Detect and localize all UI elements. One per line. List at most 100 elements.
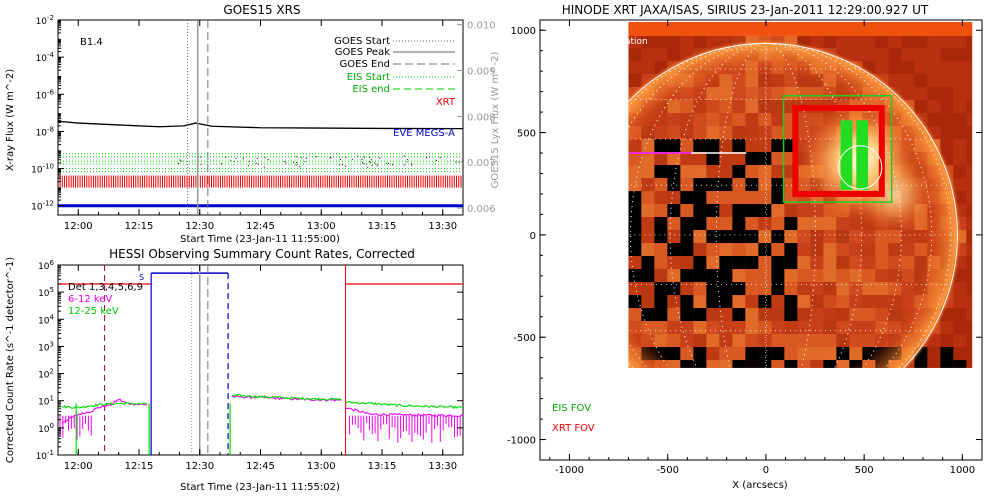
xrt-image-pixel	[888, 61, 902, 75]
hessi-y-tick-label: 101	[38, 395, 54, 408]
xrt-image-pixel	[927, 100, 941, 114]
xrt-image-pixel	[901, 48, 915, 62]
legend-xrt: XRT	[436, 97, 456, 108]
hessi-y-tick-label: 102	[38, 368, 54, 381]
xrt-image-pixel	[667, 35, 681, 49]
goes-short-point	[403, 155, 405, 157]
xrt-x-tick-label: -500	[656, 465, 679, 476]
xrt-image-pixel	[849, 48, 863, 62]
goes-short-point	[361, 159, 363, 161]
goes-short-point	[255, 162, 257, 164]
goes-short-point	[345, 157, 347, 159]
xrt-image-pixel	[693, 35, 707, 49]
xrt-image-pixel	[914, 74, 928, 88]
hessi-y-tick-label: 10-1	[36, 449, 54, 462]
goes-short-point	[263, 166, 265, 168]
xrt-image-pixel	[966, 61, 973, 75]
xrt-image	[628, 22, 973, 368]
hessi-y-tick-label: 100	[38, 422, 54, 435]
xrt-image-pixel	[836, 35, 850, 49]
xrt-image-pixel	[706, 35, 720, 49]
goes-short-point	[364, 156, 366, 158]
hessi-xlabel: Start Time (23-Jan-11 11:55:02)	[180, 482, 340, 493]
goes-short-point	[315, 156, 317, 158]
goes-short-point	[379, 157, 381, 159]
hessi-panel: HESSI Observing Summary Count Rates, Cor…	[5, 247, 464, 493]
goes-short-point	[179, 159, 181, 161]
xrt-image-pixel	[953, 308, 967, 322]
eis-slit-raster	[856, 120, 869, 190]
xrt-image-pixel	[966, 139, 973, 153]
xrt-image-pixel	[888, 74, 902, 88]
xrt-image-pixel	[888, 48, 902, 62]
xrt-image-pixel	[875, 61, 889, 75]
goes-short-point	[285, 162, 287, 164]
xrt-image-pixel	[953, 334, 967, 348]
xrt-corner-label: cation	[620, 37, 648, 47]
xrt-image-pixel	[628, 48, 642, 62]
xrt-image-pixel	[875, 48, 889, 62]
goes-short-point	[357, 155, 359, 157]
goes-short-point	[296, 161, 298, 163]
goes-short-point	[178, 163, 180, 165]
eis-fov-box	[782, 94, 893, 203]
goes-short-point	[304, 161, 306, 163]
goes-short-point	[425, 157, 427, 159]
xrt-image-pixel	[628, 61, 642, 75]
goes-x-tick-label: 12:00	[64, 221, 93, 232]
xrt-image-pixel	[940, 347, 954, 361]
xrt-image-pixel	[966, 178, 973, 192]
xrt-image-pixel	[966, 113, 973, 127]
goes-short-point	[368, 161, 370, 163]
xrt-image-pixel	[966, 165, 973, 179]
xrt-image-pixel	[927, 74, 941, 88]
goes-y2-tick-label: 0.007	[467, 158, 496, 169]
goes-short-point	[342, 164, 344, 166]
xrt-image-pixel	[862, 35, 876, 49]
xrt-image-pixel	[953, 347, 967, 361]
goes-short-point	[455, 161, 457, 163]
xrt-image-pixel	[927, 360, 941, 368]
goes-y2-tick-label: 0.009	[467, 66, 496, 77]
goes-y-tick-label: 10-12	[31, 200, 54, 213]
xrt-image-pixel	[966, 74, 973, 88]
xrt-y-tick-label: 500	[517, 129, 536, 140]
goes-y2-tick-label: 0.008	[467, 112, 496, 123]
goes-short-point	[181, 160, 183, 162]
goes-x-tick-label: 12:15	[125, 221, 154, 232]
goes-short-point	[344, 165, 346, 167]
xrt-image-pixel	[940, 360, 954, 368]
xrt-fov-box	[792, 105, 885, 197]
xrt-image-pixel	[966, 256, 973, 270]
xrt-image-pixel	[641, 61, 655, 75]
limb-brightening	[628, 39, 962, 368]
hessi-x-tick-label: 13:15	[368, 461, 397, 472]
goes-short-point	[392, 164, 394, 166]
hessi-series-layer	[58, 265, 464, 455]
xrt-image-pixel	[966, 360, 973, 368]
xrt-image-pixel	[680, 35, 694, 49]
goes-short-point	[330, 157, 332, 159]
hessi-title: HESSI Observing Summary Count Rates, Cor…	[109, 247, 415, 261]
goes-short-point	[410, 163, 412, 165]
goes-short-point	[406, 161, 408, 163]
goes-short-point	[362, 162, 364, 164]
goes-short-point	[339, 158, 341, 160]
hessi-x-tick-label: 12:00	[64, 461, 93, 472]
eis-slit-raster	[840, 120, 853, 190]
legend-eis-start: EIS Start	[347, 72, 390, 83]
goes-short-point	[339, 164, 341, 166]
goes-x-tick-label: 13:00	[307, 221, 336, 232]
goes-xlabel: Start Time (23-Jan-11 11:55:00)	[180, 234, 340, 245]
xrt-image-pixel	[641, 35, 655, 49]
goes-short-point	[220, 163, 222, 165]
xrt-image-pixel	[940, 113, 954, 127]
xrt-image-pixel	[966, 152, 973, 166]
goes-panel: GOES15 XRS 12:00 12:15 12:30 12:45 13:00 13:1…	[5, 3, 501, 245]
xrt-image-pixel	[953, 178, 967, 192]
xrt-image-pixel	[810, 35, 824, 49]
xrt-x-tick-label: 1000	[950, 465, 975, 476]
goes-short-point	[376, 163, 378, 165]
goes-x-tick-label: 12:30	[185, 221, 214, 232]
